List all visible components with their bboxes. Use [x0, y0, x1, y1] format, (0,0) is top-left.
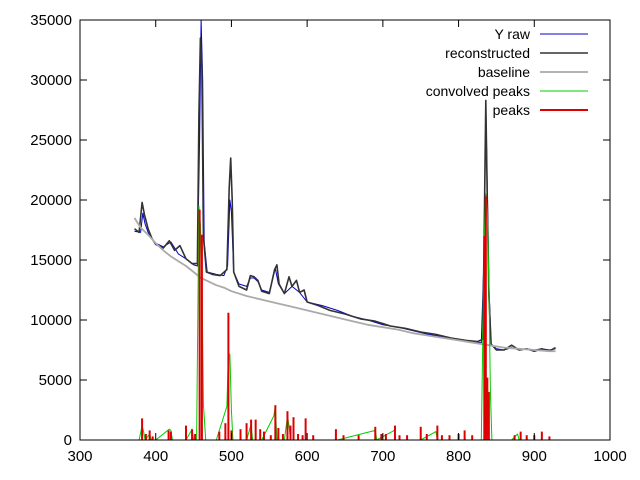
y-tick-label: 30000 — [30, 72, 72, 89]
x-tick-label: 700 — [370, 448, 395, 465]
x-tick-label: 1000 — [593, 448, 626, 465]
y-tick-label: 25000 — [30, 132, 72, 149]
legend-label-y-raw: Y raw — [494, 26, 530, 42]
y-tick-label: 15000 — [30, 252, 72, 269]
series-reconstructed-line — [134, 37, 556, 352]
series-baseline-line — [133, 217, 556, 353]
y-tick-label: 5000 — [39, 372, 72, 389]
legend-label-convolved-peaks: convolved peaks — [426, 83, 530, 99]
legend-label-baseline: baseline — [478, 64, 530, 80]
y-tick-label: 0 — [64, 432, 72, 449]
legend: Y raw reconstructed baseline convolved peak… — [426, 26, 588, 118]
plot-frame — [79, 19, 611, 441]
y-tick-label: 35000 — [30, 12, 72, 29]
x-tick-label: 900 — [522, 448, 547, 465]
series-layer — [133, 19, 556, 441]
x-tick-label: 300 — [67, 448, 92, 465]
x-tick-label: 600 — [295, 448, 320, 465]
legend-label-peaks: peaks — [493, 102, 530, 118]
legend-label-reconstructed: reconstructed — [445, 45, 530, 61]
series-peaks — [141, 196, 551, 440]
y-tick-label: 10000 — [30, 312, 72, 329]
x-tick-label: 400 — [143, 448, 168, 465]
x-tick-label: 500 — [219, 448, 244, 465]
x-tick-label: 800 — [446, 448, 471, 465]
ticks-layer: 300 400 500 600 700 800 900 1000050001000015000… — [30, 12, 626, 465]
y-tick-label: 20000 — [30, 192, 72, 209]
